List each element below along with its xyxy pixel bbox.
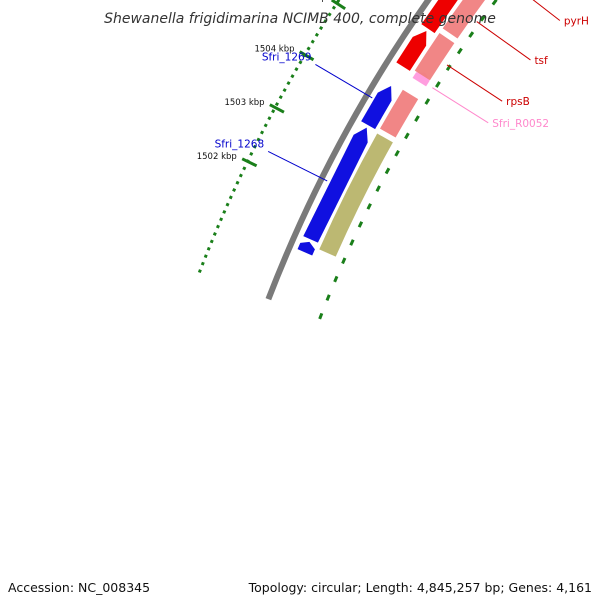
strand-feature-arrow[interactable] bbox=[303, 127, 368, 243]
kbp-label: 1505 kbp bbox=[287, 0, 327, 3]
gene-leader-line bbox=[432, 87, 489, 124]
strand-feature-arrow[interactable] bbox=[396, 30, 427, 71]
strand-feature-arrow[interactable] bbox=[421, 0, 459, 34]
gene-leader-line bbox=[446, 64, 503, 102]
accession-label: Accession: NC_008345 bbox=[8, 580, 151, 595]
gene-block[interactable] bbox=[442, 0, 487, 39]
gene-leader-line bbox=[315, 64, 373, 99]
gene-leader-line bbox=[476, 21, 531, 61]
kbp-tick bbox=[330, 0, 346, 10]
inner-scale-dashes bbox=[318, 0, 499, 320]
gene-block[interactable] bbox=[414, 33, 455, 81]
kbp-tick bbox=[298, 50, 315, 62]
gene-leader-line bbox=[267, 150, 328, 182]
gene-label[interactable]: pyrH bbox=[564, 16, 589, 28]
gene-label[interactable]: tsf bbox=[534, 55, 548, 67]
gene-label[interactable]: Sfri_1269 bbox=[262, 51, 312, 63]
strand-feature-arrow[interactable] bbox=[361, 85, 392, 130]
gene-label[interactable]: Sfri_1268 bbox=[215, 138, 265, 150]
kbp-label: 1503 kbp bbox=[224, 98, 264, 108]
gene-label[interactable]: rpsB bbox=[506, 96, 530, 108]
kbp-label: 1502 kbp bbox=[197, 152, 237, 162]
kbp-tick bbox=[269, 103, 285, 114]
gene-label[interactable]: Sfri_R0052 bbox=[492, 118, 549, 130]
topology-label: Topology: circular; Length: 4,845,257 bp… bbox=[248, 580, 592, 595]
feature-layer[interactable] bbox=[297, 0, 600, 257]
gene-block[interactable] bbox=[319, 133, 393, 257]
tick-layer bbox=[197, 0, 499, 320]
kbp-tick bbox=[241, 157, 258, 168]
genome-backbone bbox=[265, 0, 433, 301]
strand-feature-arrow[interactable] bbox=[297, 241, 315, 256]
gene-leader-line bbox=[532, 0, 561, 21]
gene-block[interactable] bbox=[379, 89, 419, 138]
map-title: Shewanella frigidimarina NCIMB 400, comp… bbox=[104, 11, 496, 27]
backbone-layer bbox=[265, 0, 433, 301]
kbp-label: 1504 kbp bbox=[254, 45, 294, 55]
